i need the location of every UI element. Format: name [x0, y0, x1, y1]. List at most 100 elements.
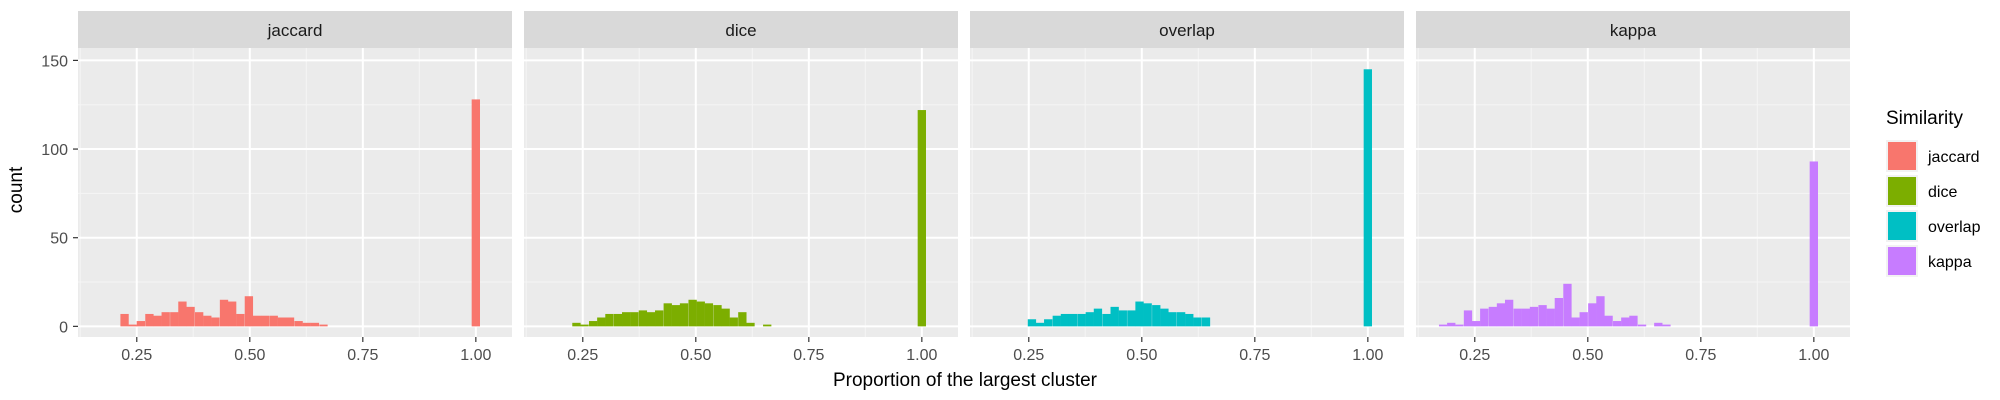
histogram-bar: [1621, 317, 1630, 327]
facet-strip: [1416, 11, 1850, 48]
histogram-bar: [1176, 312, 1186, 327]
histogram-bar: [1496, 303, 1506, 327]
histogram-bar: [589, 321, 598, 327]
histogram-bar: [704, 303, 714, 327]
x-tick-label: 1.00: [460, 347, 491, 364]
histogram-bar: [120, 313, 129, 327]
histogram-bar: [655, 310, 664, 327]
panel-background: [524, 48, 958, 337]
histogram-bar: [1044, 319, 1053, 327]
histogram-bar: [1571, 317, 1580, 327]
histogram-bar: [663, 303, 672, 327]
histogram-bar: [1563, 283, 1572, 327]
histogram-bar: [1596, 296, 1605, 327]
histogram-bar: [1538, 305, 1547, 327]
y-tick-label: 150: [41, 53, 68, 70]
histogram-bar: [729, 317, 738, 327]
histogram-bar: [1629, 315, 1638, 327]
histogram-bar: [244, 296, 254, 327]
legend-swatch-dice: [1888, 177, 1916, 205]
histogram-bar: [186, 306, 195, 327]
histogram-bar: [1488, 306, 1498, 327]
histogram-bar: [153, 315, 162, 327]
panel-background: [970, 48, 1404, 337]
histogram-bar: [161, 312, 170, 327]
histogram-bar: [1185, 313, 1194, 327]
x-tick-label: 0.75: [793, 347, 824, 364]
histogram-bar: [622, 312, 631, 327]
histogram-bar: [917, 110, 926, 327]
histogram-bar: [1521, 308, 1531, 327]
histogram-bar: [1102, 313, 1111, 327]
panel-background: [78, 48, 512, 337]
histogram-bar: [1127, 310, 1136, 327]
legend-label-overlap: overlap: [1928, 219, 1981, 236]
histogram-bar: [721, 308, 730, 327]
histogram-bar: [310, 322, 320, 327]
histogram-bar: [1513, 308, 1522, 327]
histogram-bar: [1463, 310, 1473, 327]
histogram-bar: [1613, 321, 1622, 327]
histogram-bar: [1143, 303, 1152, 327]
legend-swatch-overlap: [1888, 212, 1916, 240]
histogram-bar: [277, 317, 287, 327]
legend-label-dice: dice: [1928, 184, 1957, 201]
facet-strip: [970, 11, 1404, 48]
histogram-bar: [630, 312, 639, 327]
x-tick-label: 0.50: [1126, 347, 1157, 364]
histogram-bar: [746, 322, 755, 327]
histogram-bar: [178, 301, 187, 327]
histogram-bar: [1363, 69, 1372, 327]
histogram-bar: [713, 305, 722, 327]
x-tick-label: 0.25: [1013, 347, 1044, 364]
legend-label-jaccard: jaccard: [1927, 149, 1980, 166]
x-tick-label: 0.75: [347, 347, 378, 364]
histogram-bar: [1160, 308, 1169, 327]
histogram-bar: [646, 312, 656, 327]
x-tick-label: 0.50: [234, 347, 265, 364]
x-tick-label: 0.25: [121, 347, 152, 364]
histogram-bar: [1168, 312, 1177, 327]
histogram-bar: [1118, 310, 1127, 327]
histogram-bar: [319, 324, 328, 327]
legend-title: Similarity: [1886, 108, 1964, 129]
histogram-bar: [688, 299, 697, 327]
histogram-bar: [671, 305, 681, 327]
facet-strip-label: kappa: [1610, 21, 1657, 40]
histogram-bar: [269, 315, 278, 327]
histogram-bar: [1546, 308, 1555, 327]
histogram-bar: [605, 313, 614, 327]
histogram-bar: [203, 315, 212, 327]
facet-strip-label: dice: [725, 21, 756, 40]
legend: Similarity jaccard dice overlap kappa: [1886, 108, 1981, 277]
histogram-bar: [1110, 306, 1119, 327]
legend-label-kappa: kappa: [1928, 254, 1972, 271]
histogram-bar: [261, 315, 270, 327]
legend-swatch-jaccard: [1888, 142, 1916, 170]
histogram-bar: [1052, 315, 1061, 327]
y-tick-label: 0: [59, 319, 68, 336]
histogram-bar: [1201, 317, 1211, 327]
facet-panel-jaccard: jaccard 0.25 0.50 0.75 1.00: [78, 11, 512, 364]
histogram-bar: [763, 324, 772, 327]
histogram-bar: [1637, 324, 1647, 327]
histogram-bar: [1027, 319, 1037, 327]
x-tick-label: 0.75: [1685, 347, 1716, 364]
histogram-bar: [613, 313, 623, 327]
histogram-bar: [1654, 322, 1663, 327]
histogram-bar: [1447, 322, 1456, 327]
histogram-bar: [1152, 305, 1161, 327]
y-tick-label: 50: [50, 231, 68, 248]
histogram-bar: [1060, 313, 1070, 327]
x-tick-label: 1.00: [1352, 347, 1383, 364]
histogram-bar: [236, 313, 245, 327]
histogram-bar: [285, 317, 295, 327]
x-tick-label: 0.25: [567, 347, 598, 364]
histogram-bar: [1193, 317, 1202, 327]
x-tick-label: 0.75: [1239, 347, 1270, 364]
facet-panel-kappa: kappa 0.25 0.50 0.75 1.00: [1416, 11, 1850, 364]
facet-strip: [524, 11, 958, 48]
histogram-bar: [1135, 301, 1144, 327]
histogram-bar: [572, 322, 581, 327]
